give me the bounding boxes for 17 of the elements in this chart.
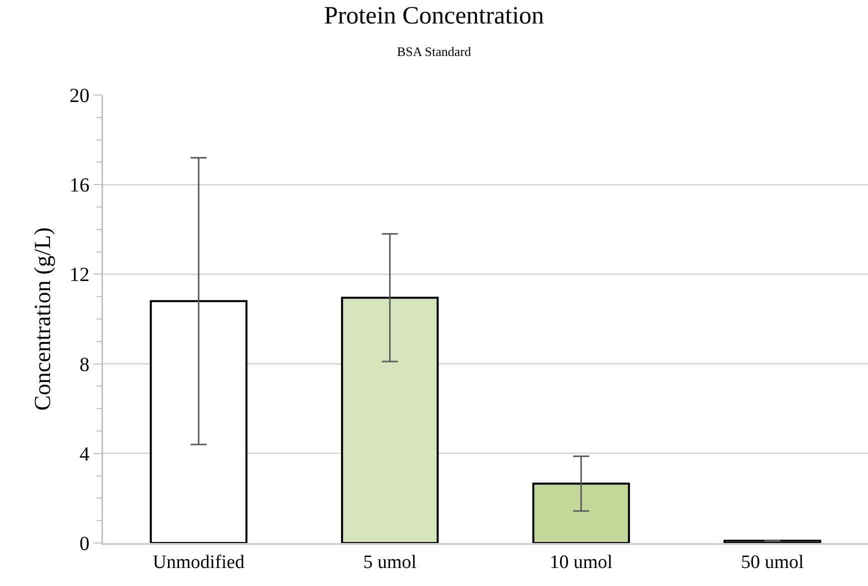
- bar: [150, 300, 248, 543]
- bar: [724, 540, 822, 543]
- bar: [532, 482, 630, 543]
- y-tick-label: 20: [70, 85, 90, 107]
- y-tick-label: 16: [70, 174, 90, 197]
- x-tick-label: 5 umol: [363, 552, 417, 573]
- x-tick-label: Unmodified: [152, 552, 246, 573]
- bar: [341, 296, 439, 543]
- chart-subtitle: BSA Standard: [396, 44, 472, 59]
- y-tick-label: 0: [80, 533, 90, 555]
- y-tick-label: 4: [80, 443, 90, 466]
- chart-title: Protein Concentration: [324, 2, 545, 30]
- x-tick-label: 50 umol: [740, 552, 804, 573]
- y-tick-label: 8: [80, 354, 90, 376]
- y-tick-label: 12: [70, 264, 90, 286]
- x-tick-label: 10 umol: [550, 552, 613, 573]
- y-axis-title: Concentration (g/L): [30, 227, 56, 411]
